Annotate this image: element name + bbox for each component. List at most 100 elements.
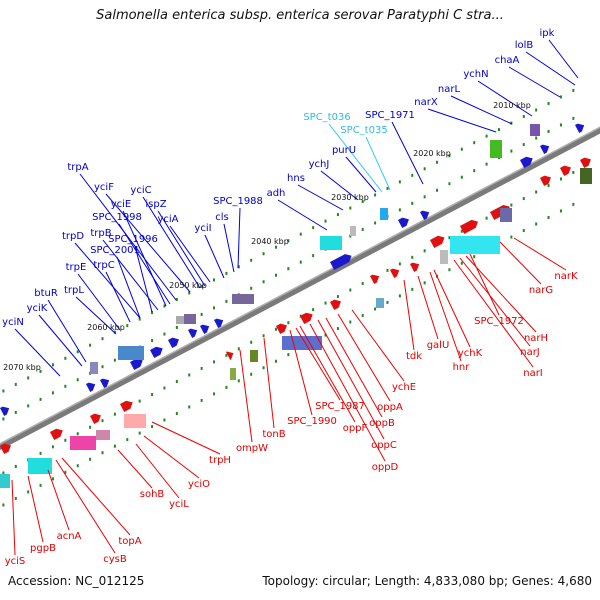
leader-line (117, 449, 153, 489)
gene-arrow (580, 157, 591, 168)
gene-label-oppA: oppA (377, 402, 403, 413)
gene-label-topA: topA (118, 536, 141, 547)
leader-line (499, 241, 542, 285)
gene-arrow (168, 337, 179, 348)
leader-line (320, 170, 359, 201)
leader-line (391, 121, 424, 185)
leader-line (429, 271, 462, 362)
leader-line (508, 66, 561, 98)
leader-line (328, 123, 383, 193)
feature-box (184, 314, 196, 324)
accession-text: Accession: NC_012125 (8, 574, 145, 588)
leader-line (135, 443, 180, 499)
backbone (0, 126, 600, 451)
leader-line (14, 328, 61, 377)
gene-arrow (410, 262, 420, 272)
gene-label-narJ: narJ (520, 347, 540, 358)
gene-arrow (430, 235, 445, 248)
gene-arrow (390, 268, 400, 278)
leader-line (237, 207, 241, 269)
leader-line (317, 319, 385, 440)
leader-line (169, 225, 211, 283)
leader-line (325, 317, 383, 418)
feature-box (250, 350, 258, 362)
gene-label-narL: narL (438, 84, 461, 95)
gene-label-SPC_1988: SPC_1988 (213, 196, 263, 207)
gene-label-SPC_2001: SPC_2001 (90, 245, 140, 256)
gene-label-SPC_1998: SPC_1998 (92, 212, 142, 223)
kbp-label: 2070 kbp (3, 363, 41, 372)
feature-box (380, 208, 388, 220)
gene-arrow (276, 323, 287, 334)
leader-line (134, 245, 153, 313)
gene-label-cls: cls (215, 212, 229, 223)
gene-label-ychJ: ychJ (309, 159, 330, 170)
gene-arrow (398, 217, 409, 228)
feature-box (90, 362, 98, 374)
summary-text: Topology: circular; Length: 4,833,080 bp… (262, 574, 592, 588)
gene-label-narH: narH (524, 333, 548, 344)
leader-line (263, 337, 275, 429)
gene-label-yciE: yciE (111, 199, 132, 210)
leader-line (74, 242, 141, 319)
gene-label-oppB: oppB (369, 418, 395, 429)
kbp-label: 2060 kbp (87, 323, 125, 332)
gene-arrow (540, 175, 551, 186)
gene-label-narK: narK (554, 271, 578, 282)
gene-arrow (214, 318, 224, 328)
leader-line (465, 255, 537, 333)
leader-line (75, 296, 117, 335)
leader-line (403, 279, 415, 351)
leader-line (289, 329, 313, 416)
gene-arrow (370, 274, 380, 284)
gene-label-ychN: ychN (463, 69, 488, 80)
feature-box (176, 316, 184, 324)
leader-line (433, 269, 471, 348)
gene-label-ipk: ipk (540, 28, 555, 39)
gene-label-hns: hns (287, 173, 305, 184)
kbp-labels: 2010 kbp 2020 kbp 2030 kbp 2040 kbp 2050 kbp… (3, 101, 531, 372)
gene-arrow (150, 346, 163, 358)
gene-label-trpH: trpH (209, 455, 231, 466)
feature-box (350, 226, 356, 236)
feature-box (96, 430, 110, 440)
leader-line (453, 259, 534, 368)
feature-box (118, 346, 144, 360)
leader-line (427, 108, 497, 133)
gene-label-SPC_1996: SPC_1996 (108, 234, 158, 245)
gene-label-oppC: oppC (371, 440, 397, 451)
leader-line (79, 173, 177, 301)
leader-line (118, 223, 171, 305)
gene-label-SPC_t035: SPC_t035 (340, 125, 387, 136)
gene-label-btuR: btuR (34, 288, 58, 299)
gene-arrow (50, 428, 63, 440)
gene-arrow (188, 328, 198, 338)
leader-line (469, 253, 500, 316)
gene-label-trpD: trpD (62, 231, 84, 242)
leader-line (548, 39, 579, 79)
leader-line (239, 349, 253, 443)
leader-line (277, 199, 328, 231)
leader-line (47, 469, 70, 531)
leader-line (525, 51, 576, 86)
leader-line (143, 435, 200, 479)
leader-line (157, 210, 206, 287)
gene-arrow (575, 123, 585, 133)
gene-label-SPC_1990: SPC_1990 (287, 416, 337, 427)
gene-arrow (120, 400, 133, 412)
gene-label-yciF: yciF (94, 182, 114, 193)
gene-label-yciC: yciC (130, 185, 151, 196)
gene-label-adh: adh (267, 188, 286, 199)
leader-line (417, 275, 439, 340)
leader-line (513, 237, 567, 271)
gene-arrow (226, 351, 234, 360)
gene-arrow (90, 413, 101, 424)
leader-line (309, 323, 386, 462)
leader-line (47, 299, 87, 363)
leader-line (351, 309, 405, 382)
gene-label-yciI: yciI (194, 223, 211, 234)
gene-label-galU: galU (427, 340, 450, 351)
feature-box (320, 236, 342, 250)
